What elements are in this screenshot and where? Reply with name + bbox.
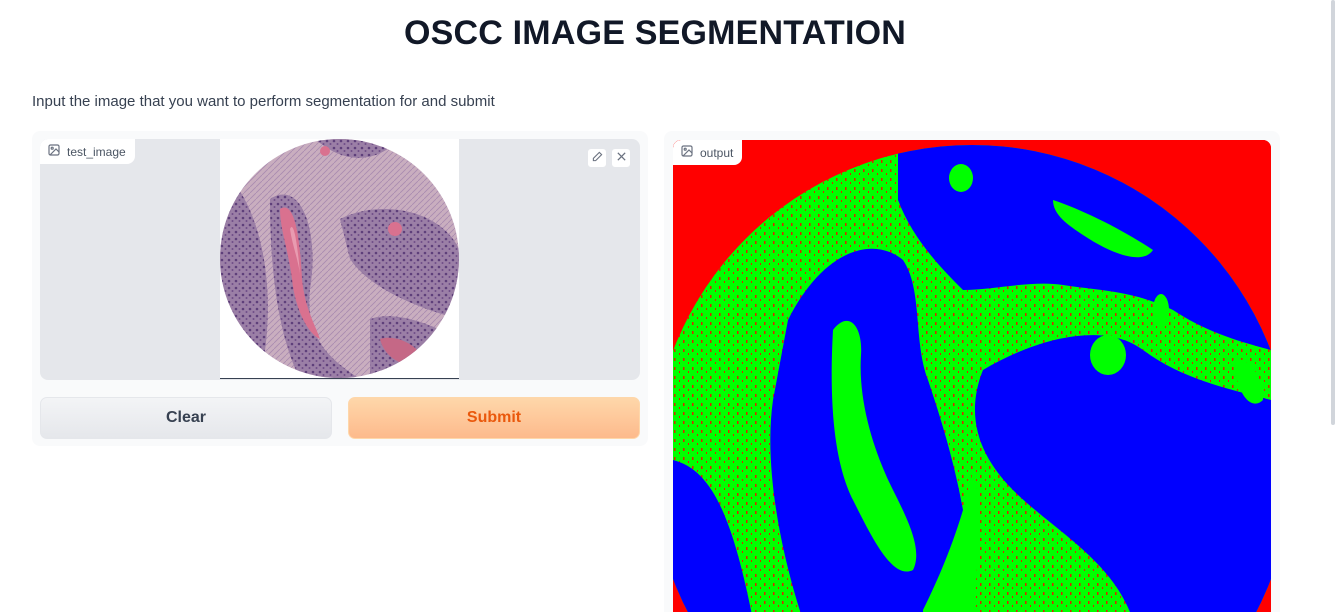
input-panel: test_image bbox=[32, 131, 648, 446]
close-icon bbox=[616, 149, 627, 167]
output-image-label-text: output bbox=[700, 145, 734, 160]
input-image-label-text: test_image bbox=[67, 144, 126, 159]
image-actions bbox=[587, 148, 631, 168]
clear-button[interactable]: Clear bbox=[40, 397, 332, 439]
image-icon bbox=[681, 145, 693, 160]
input-image-label: test_image bbox=[40, 139, 135, 164]
output-panel: output bbox=[664, 131, 1280, 612]
output-image-label: output bbox=[673, 140, 743, 165]
page-scrollbar[interactable] bbox=[1331, 0, 1335, 425]
output-image-box: output bbox=[673, 140, 1271, 612]
segmentation-map bbox=[673, 140, 1271, 612]
edit-button[interactable] bbox=[587, 148, 607, 168]
submit-button[interactable]: Submit bbox=[348, 397, 640, 439]
remove-image-button[interactable] bbox=[611, 148, 631, 168]
input-tissue-image bbox=[220, 139, 459, 379]
page-description: Input the image that you want to perform… bbox=[32, 93, 495, 110]
input-image-box[interactable]: test_image bbox=[40, 139, 640, 380]
page-title: OSCC IMAGE SEGMENTATION bbox=[403, 14, 907, 52]
image-icon bbox=[48, 144, 60, 159]
pencil-icon bbox=[592, 149, 603, 167]
